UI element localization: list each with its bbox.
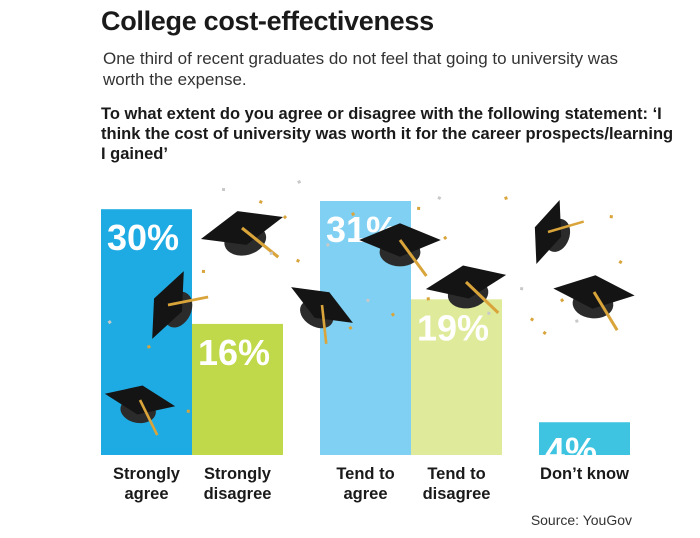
confetti-piece bbox=[258, 199, 263, 204]
bar-5 bbox=[539, 422, 630, 455]
graduation-caps-decoration bbox=[104, 180, 635, 436]
category-label-3: Tend to agree bbox=[336, 465, 395, 503]
confetti-piece bbox=[147, 344, 151, 349]
confetti-piece bbox=[269, 251, 273, 255]
confetti-piece bbox=[417, 206, 421, 210]
confetti-piece bbox=[297, 180, 302, 184]
bar-value-label-2: 16% bbox=[198, 332, 270, 373]
graduation-cap-icon bbox=[200, 211, 284, 259]
confetti-piece bbox=[575, 319, 579, 323]
chart-subtitle: One third of recent graduates do not fee… bbox=[103, 49, 619, 89]
confetti-piece bbox=[296, 258, 301, 263]
graduation-cap-icon bbox=[425, 265, 507, 314]
graduation-cap-icon bbox=[104, 385, 176, 436]
confetti-piece bbox=[443, 235, 448, 241]
confetti-piece bbox=[325, 242, 330, 248]
bar-value-label-5: 4% bbox=[545, 430, 597, 471]
confetti-piece bbox=[348, 325, 353, 330]
bar-2 bbox=[192, 323, 283, 455]
source-note: Source: YouGov bbox=[530, 512, 632, 528]
category-label-4: Tend to disagree bbox=[422, 465, 491, 503]
confetti-piece bbox=[351, 212, 356, 216]
survey-question: To what extent do you agree or disagree … bbox=[101, 105, 674, 163]
confetti-piece bbox=[390, 312, 396, 317]
bar-4 bbox=[411, 299, 502, 455]
confetti-piece bbox=[437, 195, 442, 200]
category-label-5: Don’t know bbox=[540, 465, 629, 483]
graduation-cap-icon bbox=[534, 200, 585, 264]
category-label-2: Strongly disagree bbox=[203, 465, 272, 503]
graduation-cap-icon bbox=[291, 287, 353, 344]
bar-value-label-1: 30% bbox=[107, 217, 179, 258]
confetti-piece bbox=[560, 298, 565, 303]
confetti-piece bbox=[504, 196, 508, 200]
chart-title: College cost-effectiveness bbox=[101, 6, 434, 36]
confetti-piece bbox=[426, 297, 431, 301]
confetti-piece bbox=[520, 287, 524, 291]
graduation-cap-icon bbox=[152, 271, 209, 339]
bar-value-label-4: 19% bbox=[417, 307, 489, 348]
confetti-piece bbox=[201, 269, 205, 273]
bars-layer: 30%16%31%19%4% bbox=[101, 201, 630, 471]
confetti-piece bbox=[282, 215, 288, 220]
confetti-piece bbox=[222, 188, 225, 191]
confetti-piece bbox=[609, 215, 613, 219]
graduation-cap-icon bbox=[553, 275, 635, 331]
confetti-piece bbox=[107, 320, 112, 325]
category-label-1: Strongly agree bbox=[113, 465, 180, 503]
confetti-piece bbox=[618, 259, 623, 265]
confetti-piece bbox=[529, 317, 535, 322]
confetti-piece bbox=[365, 298, 371, 303]
graduation-cap-icon bbox=[359, 223, 441, 277]
confetti-piece bbox=[186, 409, 190, 413]
confetti-piece bbox=[542, 330, 547, 336]
confetti-piece bbox=[487, 311, 491, 316]
